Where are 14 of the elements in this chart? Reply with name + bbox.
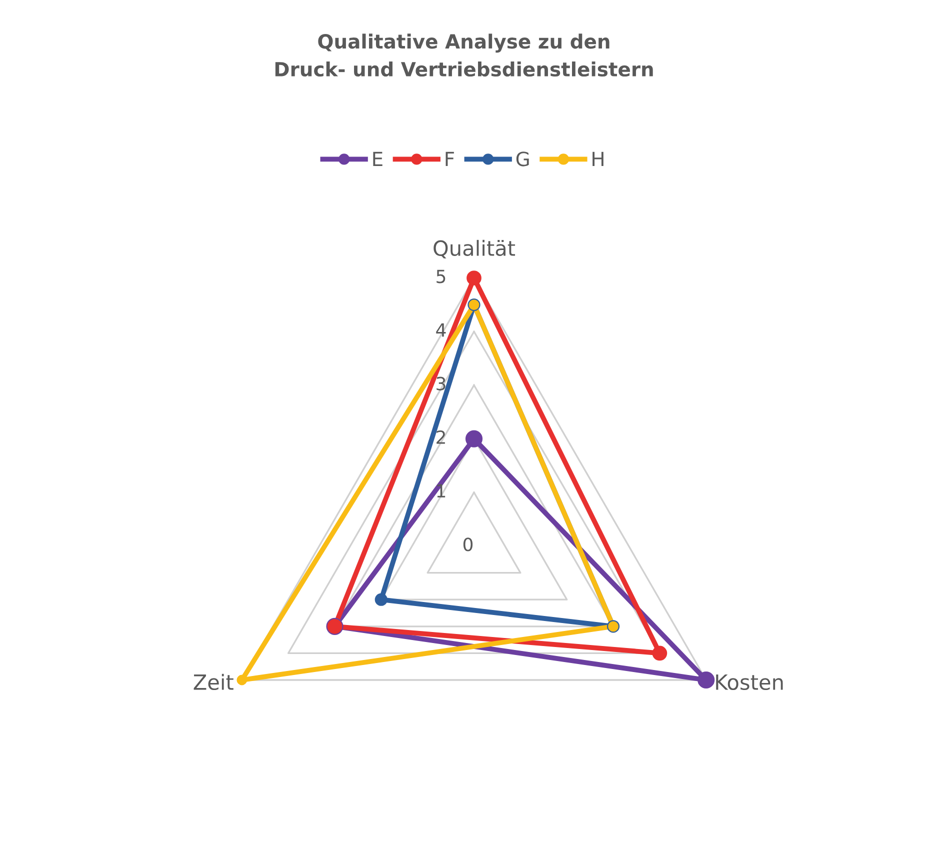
spoke-label: Kosten — [716, 674, 783, 690]
y-tick-label: 4 — [436, 323, 446, 337]
y-tick-label: 3 — [436, 376, 446, 390]
y-tick-label: 5 — [436, 270, 446, 284]
spoke-label: Zeit — [194, 674, 234, 690]
spoke-label: Qualität — [434, 240, 516, 258]
y-tick-label: 2 — [436, 430, 445, 444]
legend-label: F — [446, 152, 454, 166]
chart-title: Qualitative Analyse zu den Druck- und Vertriebsdienstleistern — [275, 34, 653, 77]
y-tick-label: 1 — [437, 484, 446, 498]
y-tick-label: 0 — [463, 538, 473, 552]
legend-label: H — [592, 152, 604, 166]
legend-label: E — [373, 152, 382, 166]
legend-label: G — [516, 152, 529, 166]
